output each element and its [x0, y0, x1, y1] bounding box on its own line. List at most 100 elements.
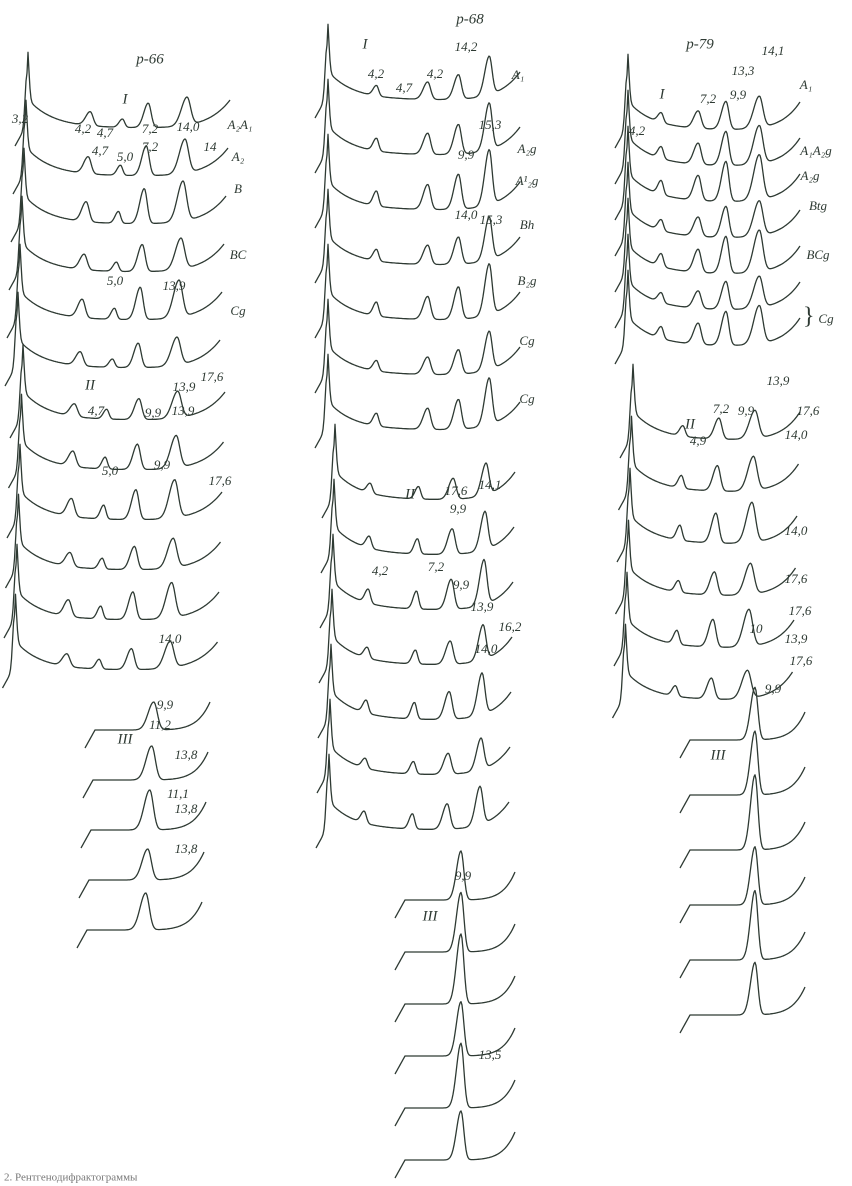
label: 4,2	[368, 66, 385, 81]
label: 7,2	[700, 91, 717, 106]
label: 14,2	[455, 39, 478, 54]
curve	[322, 424, 515, 518]
label: II	[84, 377, 96, 393]
label: A₁	[799, 77, 812, 92]
label: III	[117, 731, 134, 747]
curve	[615, 198, 800, 292]
curve	[395, 892, 515, 970]
label: Btg	[809, 198, 828, 213]
label: 11,2	[149, 717, 171, 732]
label: 13,9	[163, 278, 186, 293]
label: 5,0	[117, 149, 134, 164]
label: 10	[750, 621, 764, 636]
label: 17,6	[797, 403, 820, 418]
label: 4,2	[427, 66, 444, 81]
label: A₁	[511, 67, 524, 82]
curve	[615, 162, 800, 256]
label: Bh	[520, 217, 534, 232]
diffractogram-curves	[3, 24, 806, 1178]
label: A¹₂g	[515, 173, 539, 188]
label: 14,0	[785, 523, 808, 538]
label: 9,9	[455, 868, 472, 883]
label: BCg	[806, 247, 830, 262]
curve	[85, 702, 210, 748]
curve	[77, 893, 202, 948]
label: 16,2	[499, 619, 522, 634]
curve	[614, 572, 794, 666]
label: I	[362, 36, 369, 52]
label: BC	[230, 247, 247, 262]
label: 15,3	[480, 212, 503, 227]
label: 9,9	[157, 697, 174, 712]
curve	[615, 270, 800, 364]
label: 9,9	[145, 405, 162, 420]
label: 14,1	[479, 477, 502, 492]
label: p-66	[135, 51, 164, 67]
label: 13,9	[785, 631, 808, 646]
label: 17,6	[209, 473, 232, 488]
curve	[7, 444, 222, 538]
label: Cg	[818, 311, 834, 326]
curve	[315, 354, 520, 448]
label: 4,2	[629, 123, 646, 138]
label: 4,7	[97, 125, 114, 140]
curve	[619, 416, 799, 510]
label: Cg	[230, 303, 246, 318]
label: A₁A₂g	[799, 143, 832, 158]
label: p-79	[685, 36, 714, 52]
curve	[680, 962, 805, 1033]
label: 13,5	[479, 1047, 502, 1062]
label: I	[122, 91, 129, 107]
curve	[315, 244, 520, 338]
brace: }	[803, 304, 815, 330]
label: 4,7	[396, 80, 413, 95]
curve	[395, 1111, 515, 1178]
curve	[4, 544, 219, 638]
label: 17,6	[785, 571, 808, 586]
curve	[79, 849, 204, 898]
label: 9,9	[765, 681, 782, 696]
label: III	[710, 747, 727, 763]
figure: p-66I3,24,24,77,214,0A₂A₁144,77,25,0A₂BB…	[0, 0, 852, 1186]
label: Cg	[519, 391, 535, 406]
label: 9,9	[730, 87, 747, 102]
label: B₂g	[518, 273, 537, 288]
curve	[316, 754, 509, 848]
label: II	[684, 416, 696, 432]
label: p-68	[455, 11, 484, 27]
curve	[315, 189, 520, 283]
label: 7,2	[142, 121, 159, 136]
curve	[321, 479, 514, 573]
label: 4,9	[690, 433, 707, 448]
curve	[680, 847, 805, 923]
label: B	[234, 181, 242, 196]
curve	[5, 292, 220, 386]
label: 3,2	[11, 111, 29, 126]
label: 7,2	[713, 401, 730, 416]
label: 17,6	[201, 369, 224, 384]
label: 14,0	[785, 427, 808, 442]
label: 13,8	[175, 801, 198, 816]
label: 9,9	[738, 403, 755, 418]
label: A₂	[231, 149, 245, 164]
curve	[615, 234, 800, 328]
curve	[395, 1002, 515, 1074]
label: 14,0	[159, 631, 182, 646]
curve	[3, 594, 218, 688]
label: 4,2	[372, 563, 389, 578]
label: 5,0	[107, 273, 124, 288]
label: 5,0	[102, 463, 119, 478]
label: I	[659, 86, 666, 102]
label: 9,9	[154, 457, 171, 472]
label: 17,6	[445, 483, 468, 498]
caption: 2. Рентгенодифрактограммы	[4, 1172, 138, 1184]
label: 7,2	[428, 559, 445, 574]
label: 15,3	[479, 117, 502, 132]
label: 11,1	[167, 786, 189, 801]
label: 4,7	[88, 403, 105, 418]
label: 14,0	[177, 119, 200, 134]
label: A₂g	[517, 141, 537, 156]
label: 14,0	[475, 641, 498, 656]
label: II	[404, 486, 416, 502]
label: 13,9	[173, 379, 196, 394]
